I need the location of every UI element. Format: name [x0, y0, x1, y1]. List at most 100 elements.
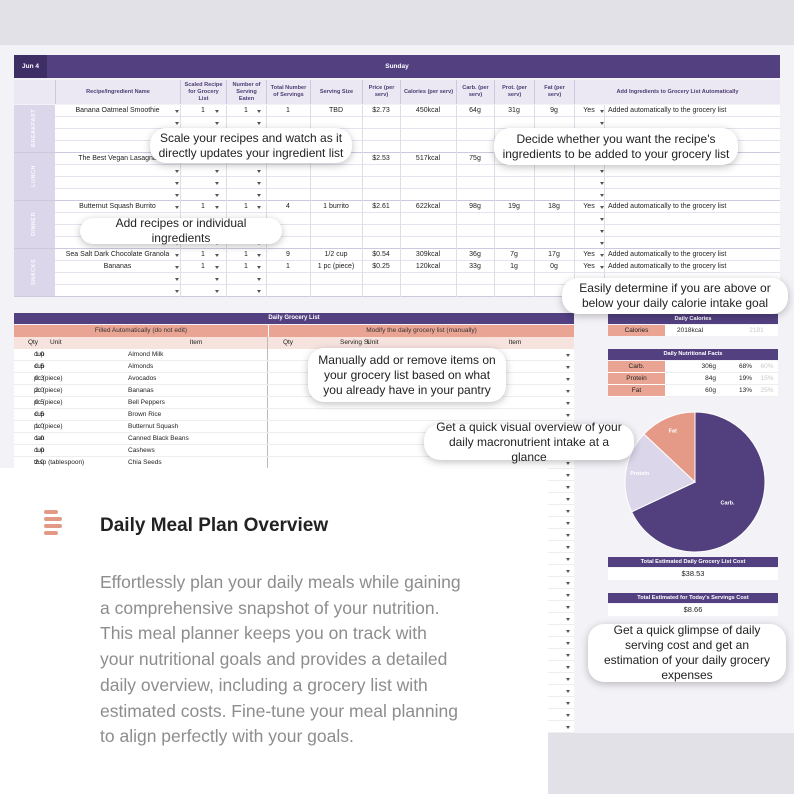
nutrition-percent: 13% — [722, 385, 756, 397]
grocery-cell: 1.0 — [34, 351, 44, 358]
overview-text: Effortlessly plan your daily meals while… — [100, 572, 461, 592]
dropdown-arrow — [566, 486, 570, 489]
dropdown-arrow — [566, 714, 570, 717]
callout: Manually add or remove items on your gro… — [308, 348, 506, 402]
dropdown-arrow — [257, 122, 261, 125]
grocery-row — [14, 421, 574, 433]
dropdown-arrow — [257, 170, 261, 173]
dropdown-arrow — [215, 182, 219, 185]
nutrition-target: 25% — [756, 385, 778, 397]
table-cell: Added automatically to the grocery list — [608, 107, 727, 114]
pie-slice — [643, 411, 696, 484]
dropdown-arrow — [175, 206, 179, 209]
grocery-cell: 0.3 — [34, 375, 44, 382]
dropdown-arrow — [566, 570, 570, 573]
column-header-row — [14, 80, 780, 104]
dropdown-arrow — [566, 618, 570, 621]
table-cell: 75g — [469, 155, 481, 162]
column-header: Total Number of Servings — [266, 80, 310, 104]
dropdown-arrow — [600, 182, 604, 185]
dropdown-arrow — [600, 230, 604, 233]
table-cell: Butternut Squash Burrito — [79, 203, 156, 210]
column-header: Prot. (per serv) — [494, 80, 534, 104]
table-cell: 1 — [201, 107, 205, 114]
column-header: Fat (per serv) — [534, 80, 574, 104]
table-cell: Yes — [583, 107, 595, 114]
grocery-cell: 1.0 — [34, 423, 44, 430]
overview-text: your nutritional goals and provides a de… — [100, 649, 448, 670]
dropdown-arrow — [175, 110, 179, 113]
column-line — [266, 105, 267, 297]
dropdown-arrow — [175, 170, 179, 173]
column-line — [604, 105, 605, 297]
grocery-cell: Canned Black Beans — [128, 435, 189, 442]
panel-icon — [44, 510, 62, 538]
table-cell: 1g — [510, 263, 518, 270]
table-cell: 9g — [550, 107, 558, 114]
dropdown-arrow — [215, 194, 219, 197]
cost-value: $8.66 — [608, 604, 778, 616]
dropdown-arrow — [257, 278, 261, 281]
dropdown-arrow — [257, 182, 261, 185]
nutrition-amount: 84g — [665, 373, 722, 385]
grocery-cell: cup — [34, 351, 45, 358]
grocery-cell: cup — [34, 411, 45, 418]
column-header: Calories (per serv) — [400, 80, 456, 104]
dropdown-arrow — [600, 218, 604, 221]
grocery-row — [14, 445, 574, 457]
grocery-row — [14, 433, 574, 445]
pie-slice — [624, 433, 696, 513]
icon-bar — [44, 517, 62, 521]
icon-bar — [44, 510, 58, 514]
table-cell: $0.54 — [372, 251, 390, 258]
table-cell: 1/2 cup — [324, 251, 348, 258]
column-header: Scaled Recipe for Grocery List — [180, 80, 226, 104]
nutrition-name: Fat — [608, 385, 665, 397]
table-cell: 33g — [469, 263, 481, 270]
section-band — [14, 249, 55, 296]
nutrition-name: Protein — [608, 373, 665, 385]
table-cell: Yes — [583, 263, 595, 270]
table-cell: 64g — [469, 107, 481, 114]
cost-title: Total Estimated Daily Grocery List Cost — [608, 557, 778, 567]
table-cell: 19g — [508, 203, 520, 210]
column-line — [310, 105, 311, 297]
column-header: Serving Size — [310, 80, 362, 104]
table-cell: 622kcal — [415, 203, 441, 210]
table-cell: 1 — [286, 107, 290, 114]
grocery-cell: Avocados — [128, 375, 157, 382]
grocery-cell: 1.0 — [34, 447, 44, 454]
table-row — [55, 249, 780, 261]
overview-title: Daily Meal Plan Overview — [100, 515, 329, 536]
dropdown-arrow — [566, 678, 570, 681]
table-cell: Banana Oatmeal Smoothie — [75, 107, 160, 114]
dropdown-arrow — [566, 522, 570, 525]
dropdown-arrow — [566, 402, 570, 405]
calories-value: 2018kcal — [665, 325, 735, 336]
table-row — [55, 105, 780, 117]
nutrition-amount: 60g — [665, 385, 722, 397]
pie-slice — [630, 411, 766, 553]
table-cell: 7g — [510, 251, 518, 258]
section-divider — [14, 152, 780, 153]
dropdown-arrow — [257, 194, 261, 197]
dropdown-arrow — [566, 390, 570, 393]
dropdown-arrow — [600, 122, 604, 125]
dropdown-arrow — [175, 278, 179, 281]
grocery-row — [14, 409, 574, 421]
overview-text: daily overview, including a grocery list… — [100, 674, 428, 695]
grocery-col-header: Item — [508, 339, 522, 346]
grocery-row — [14, 349, 574, 361]
dropdown-arrow — [566, 534, 570, 537]
column-header: Carb. (per serv) — [456, 80, 494, 104]
grocery-cell: 1.0 — [34, 435, 44, 442]
nutrition-percent: 19% — [722, 373, 756, 385]
grocery-cell: Brown Rice — [128, 411, 162, 418]
dropdown-arrow — [566, 726, 570, 729]
column-line — [456, 105, 457, 297]
dropdown-arrow — [600, 254, 604, 257]
table-cell: $2.53 — [372, 155, 390, 162]
callout: Scale your recipes and watch as it direc… — [150, 128, 352, 163]
table-cell: Yes — [583, 203, 595, 210]
grocery-row — [14, 361, 574, 373]
